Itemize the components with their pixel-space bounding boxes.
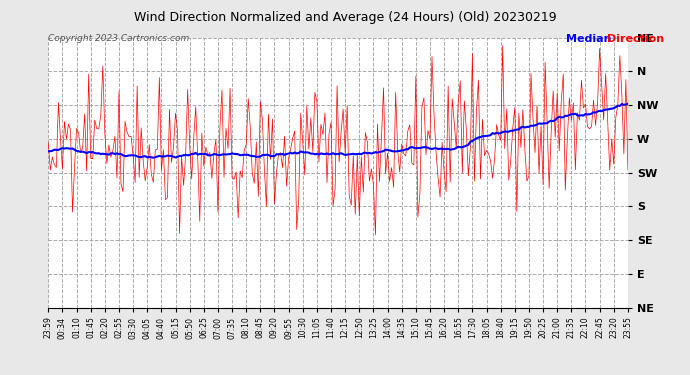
Text: Copyright 2023 Cartronics.com: Copyright 2023 Cartronics.com xyxy=(48,34,190,43)
Text: Direction: Direction xyxy=(607,34,664,44)
Text: Wind Direction Normalized and Average (24 Hours) (Old) 20230219: Wind Direction Normalized and Average (2… xyxy=(134,11,556,24)
Text: Median: Median xyxy=(566,34,611,44)
